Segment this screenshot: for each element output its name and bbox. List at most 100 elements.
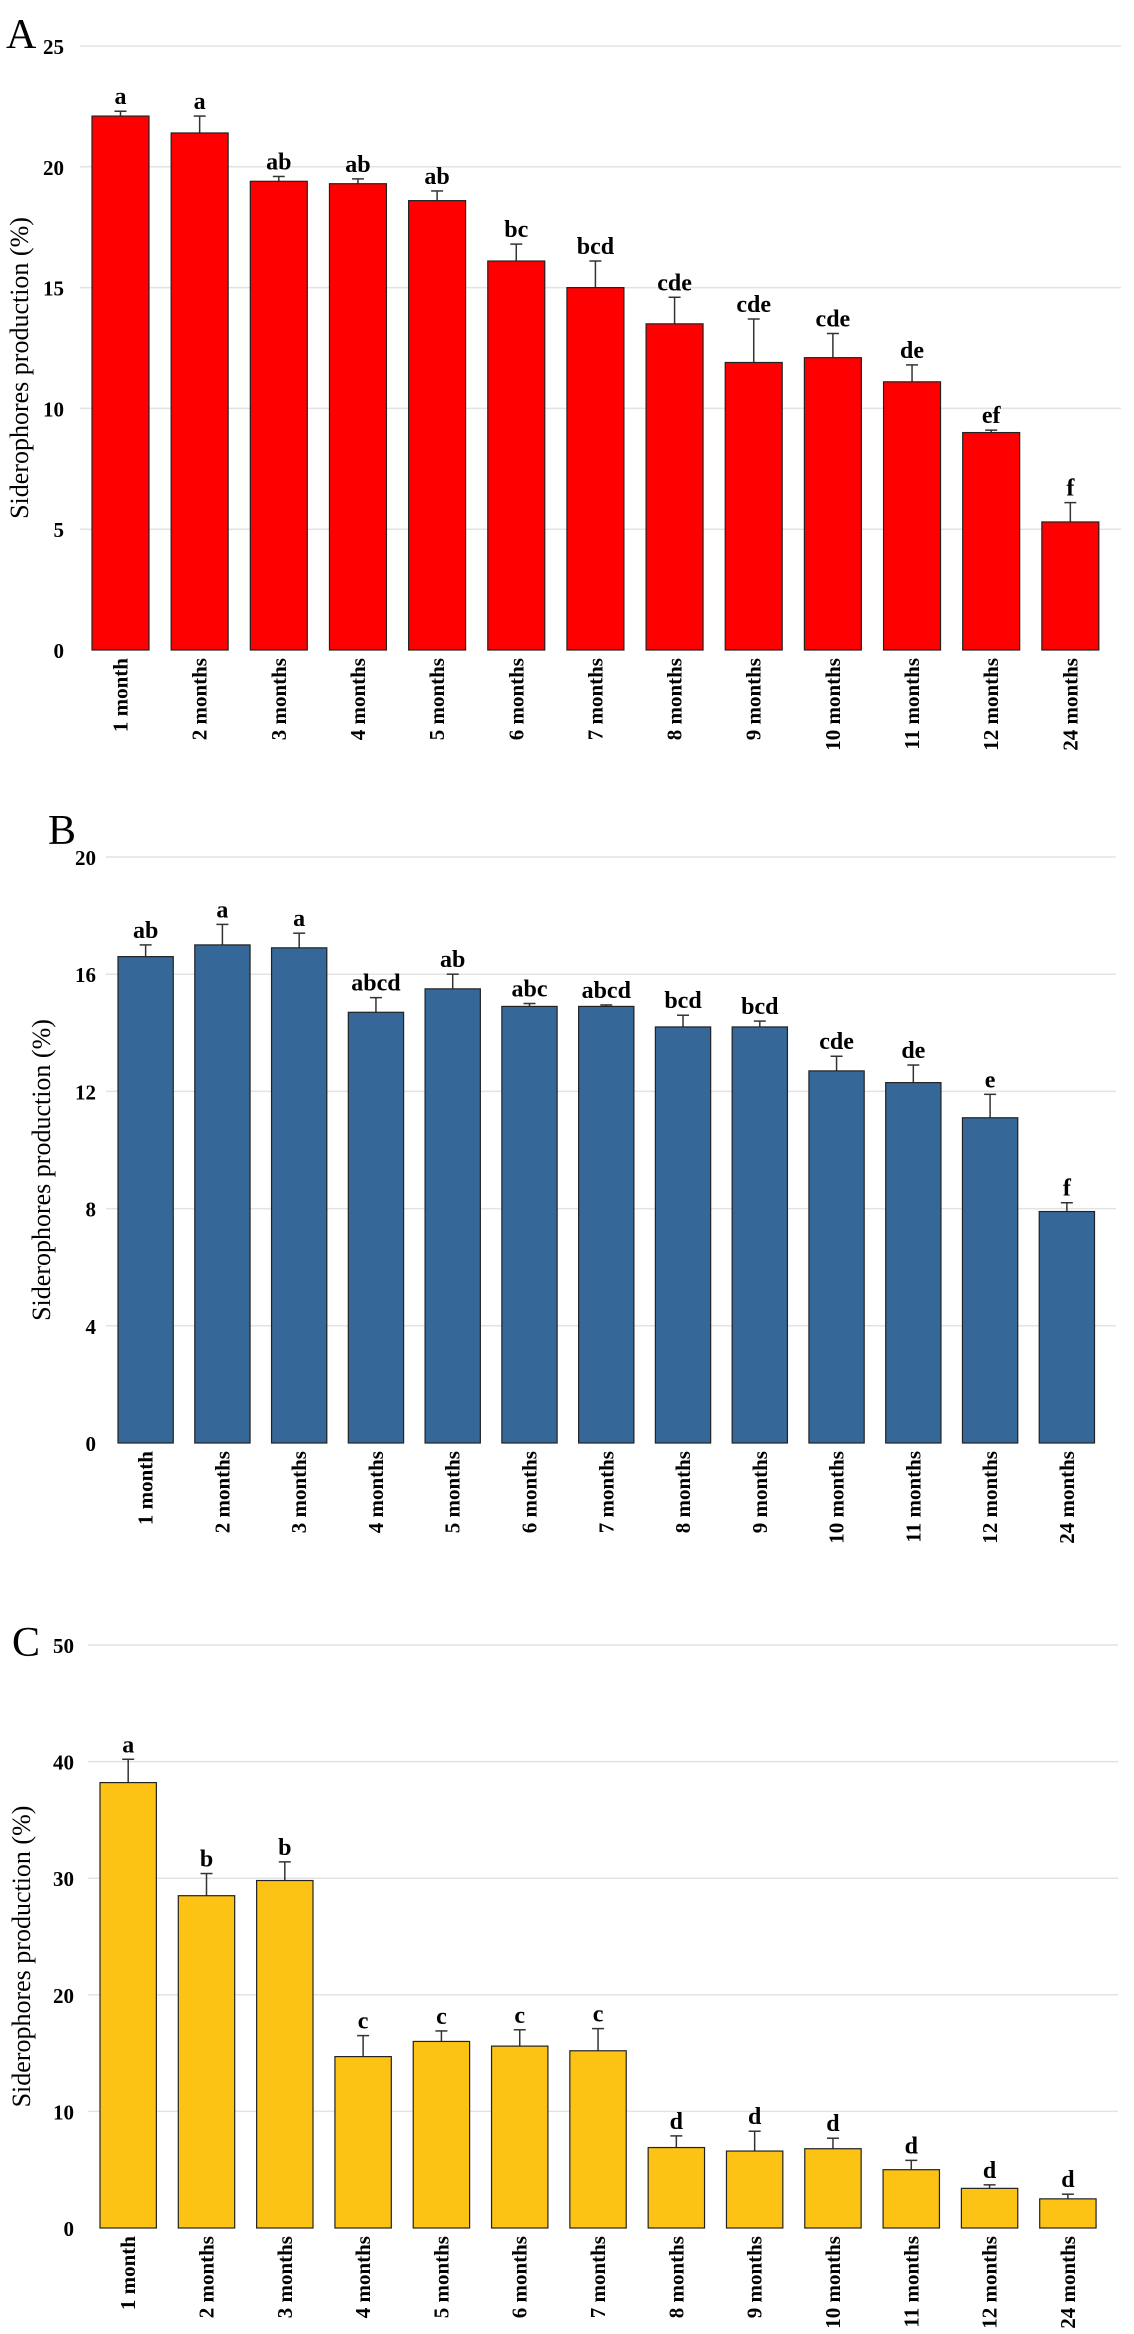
bar (117, 956, 174, 1444)
significance-letter: de (901, 1038, 925, 1064)
y-tick-label: 50 (53, 1634, 74, 1658)
x-tick-label: 11 months (899, 2236, 923, 2328)
y-tick-label: 20 (53, 1984, 74, 2008)
panel-label: B (48, 808, 76, 854)
x-tick-label: 4 months (364, 1451, 388, 1533)
panel-B: B 0 4 8 12 16 20 Siderophores production (%) ab 1… (27, 808, 1116, 1544)
significance-letter: abcd (351, 971, 401, 997)
bar (578, 1005, 635, 1444)
bar (731, 1026, 789, 1444)
x-tick-label: 8 months (664, 2236, 688, 2318)
bar (882, 2169, 941, 2229)
x-tick-label: 24 months (1058, 658, 1082, 751)
bar (91, 115, 150, 651)
bar (1041, 521, 1100, 651)
bar (99, 1781, 157, 2229)
significance-letter: ab (424, 164, 449, 190)
significance-letter: d (905, 2133, 919, 2159)
significance-letter: b (278, 1835, 291, 1861)
significance-letter: b (200, 1847, 213, 1873)
significance-letter: de (900, 338, 924, 364)
y-tick-label: 4 (86, 1315, 97, 1339)
significance-letter: f (1066, 476, 1075, 502)
significance-letter: bcd (577, 234, 615, 260)
bar (270, 947, 328, 1444)
bar (249, 180, 308, 651)
bar (804, 2148, 862, 2229)
bar (194, 944, 251, 1444)
bar (328, 183, 388, 651)
y-tick-label: 20 (43, 156, 64, 180)
x-tick-label: 24 months (1056, 2236, 1080, 2329)
x-tick-label: 7 months (594, 1451, 618, 1533)
bar (961, 1117, 1019, 1444)
significance-letter: cde (736, 292, 771, 318)
bar (962, 431, 1021, 651)
significance-letter: a (114, 84, 126, 110)
significance-letter: d (748, 2104, 762, 2130)
x-tick-label: 6 months (508, 2236, 532, 2318)
bar (566, 287, 625, 651)
x-tick-label: 8 months (663, 658, 687, 740)
significance-letter: ef (982, 403, 1002, 429)
y-tick-label: 15 (43, 277, 64, 301)
bar (647, 2146, 706, 2229)
bar (412, 2040, 471, 2229)
y-tick-label: 20 (75, 846, 96, 870)
significance-letter: cde (816, 307, 851, 333)
x-tick-label: 6 months (504, 658, 528, 740)
x-tick-label: 2 months (194, 2236, 218, 2318)
panel-A: A 0 5 10 15 20 25 Siderophores production (%) a 1… (5, 12, 1121, 751)
bar (170, 132, 229, 651)
y-tick-label: 5 (54, 518, 65, 542)
panel-C: C 0 10 20 30 40 50 Siderophores production (%) a… (7, 1620, 1118, 2329)
significance-letter: abc (511, 977, 547, 1003)
y-tick-label: 8 (86, 1198, 97, 1222)
bar (177, 1895, 236, 2229)
bar (960, 2187, 1019, 2229)
significance-letter: cde (657, 270, 692, 296)
x-tick-label: 8 months (671, 1451, 695, 1533)
y-tick-label: 0 (54, 639, 65, 663)
x-tick-label: 3 months (267, 658, 291, 740)
x-tick-label: 1 month (116, 2236, 140, 2310)
significance-letter: bc (504, 217, 528, 243)
bar (724, 361, 783, 651)
x-tick-label: 7 months (583, 658, 607, 740)
significance-letter: c (514, 2003, 525, 2029)
bar (1039, 2198, 1097, 2229)
x-tick-label: 4 months (351, 2236, 375, 2318)
x-tick-label: 3 months (287, 1451, 311, 1533)
panel-label: C (12, 1620, 40, 1666)
x-tick-label: 9 months (743, 2236, 767, 2318)
significance-letter: c (593, 2002, 604, 2028)
x-tick-label: 2 months (188, 658, 212, 740)
x-tick-label: 12 months (979, 658, 1003, 751)
significance-letter: ab (266, 149, 291, 175)
x-tick-label: 3 months (273, 2236, 297, 2318)
bar (424, 988, 481, 1444)
y-tick-label: 25 (43, 35, 64, 59)
y-tick-label: 0 (86, 1432, 97, 1456)
bar (408, 200, 467, 651)
x-tick-label: 24 months (1055, 1451, 1079, 1544)
bar (487, 260, 546, 651)
panel-label: A (6, 12, 37, 58)
x-tick-label: 12 months (978, 2236, 1002, 2329)
x-tick-label: 1 month (134, 1451, 158, 1525)
x-tick-label: 11 months (900, 658, 924, 750)
significance-letter: bcd (741, 994, 779, 1020)
bar (334, 2055, 392, 2229)
significance-letter: d (1061, 2167, 1075, 2193)
x-tick-label: 5 months (441, 1451, 465, 1533)
significance-letter: c (358, 2009, 369, 2035)
y-tick-label: 10 (53, 2100, 74, 2124)
significance-letter: cde (819, 1029, 854, 1055)
significance-letter: d (983, 2158, 997, 2184)
significance-letter: ab (133, 918, 158, 944)
x-tick-label: 6 months (517, 1451, 541, 1533)
x-tick-label: 9 months (742, 658, 766, 740)
bar (490, 2045, 549, 2229)
significance-letter: ab (345, 152, 370, 178)
